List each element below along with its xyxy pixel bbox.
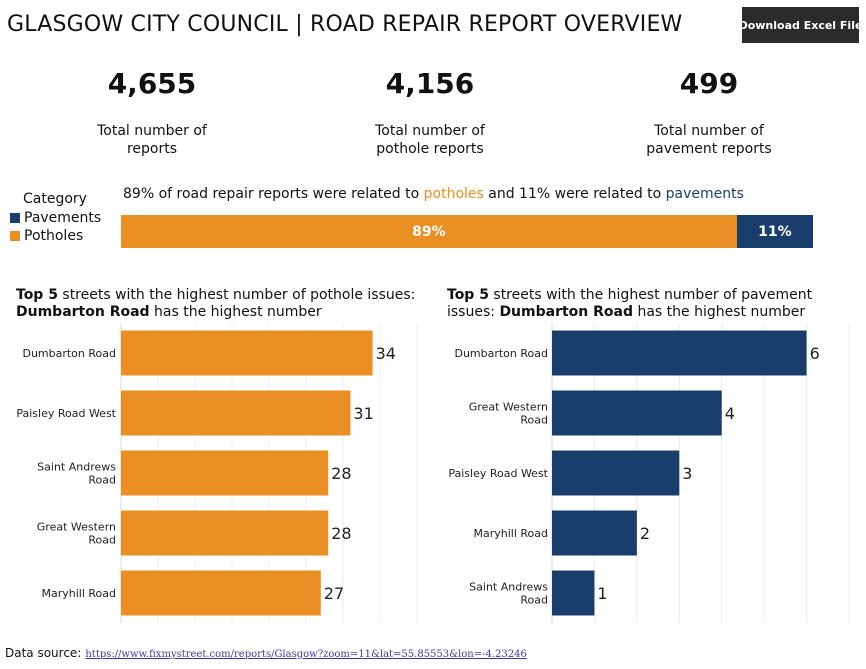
potholes-segment[interactable]: 89% [121, 215, 737, 248]
pothole-bar [121, 450, 329, 496]
pothole-bar [121, 570, 321, 616]
pothole-value-label: 31 [353, 404, 373, 423]
pothole-bar [121, 390, 351, 436]
pothole-title-rest1: streets with the highest number of potho… [57, 287, 416, 303]
download-excel-button[interactable]: Download Excel File [739, 7, 862, 43]
pothole-chart-title: Top 5 streets with the highest number of… [16, 287, 436, 321]
pavement-title-rest2: has the highest number [633, 304, 806, 320]
pothole-bar-chart: Dumbarton Road 34 Paisley Road West 31 Saint… [16, 323, 418, 623]
pothole-value-label: 34 [376, 344, 396, 363]
pavement-category-label: Dumbarton Road [454, 347, 548, 360]
pavement-bar [552, 330, 807, 376]
pavement-chart-title: Top 5 streets with the highest number of… [447, 287, 857, 321]
pavement-category-label: Great Western Road [469, 401, 548, 427]
pavement-title-bold2: Dumbarton Road [499, 304, 634, 320]
legend-label-potholes: Potholes [24, 228, 84, 244]
pavement-category-label: Saint Andrews Road [469, 581, 548, 607]
pavement-value-label: 1 [597, 584, 607, 603]
pothole-category-label: Dumbarton Road [22, 347, 116, 360]
pavement-category-label: Maryhill Road [473, 527, 548, 540]
pavement-title-rest1: streets with the highest number of pavem… [488, 287, 813, 303]
pavement-bar [552, 390, 722, 436]
kpi-pothole-reports-label: Total number of pothole reports [375, 123, 485, 157]
pavement-category-label: Paisley Road West [448, 467, 548, 480]
summary-potholes-word: potholes [423, 186, 484, 202]
pavement-bar-chart: Dumbarton Road 6 Great Western Road 4 Paisley… [448, 323, 850, 623]
pothole-value-label: 27 [324, 584, 344, 603]
pothole-bar [121, 510, 329, 556]
pothole-bar [121, 330, 373, 376]
pothole-category-label: Saint Andrews Road [37, 461, 116, 487]
legend-item-potholes[interactable]: Potholes [10, 228, 83, 244]
kpi-total-reports-value: 4,655 [107, 67, 197, 100]
pavement-title-bold1: Top 5 [447, 287, 489, 303]
pavements-segment[interactable]: 11% [736, 215, 813, 248]
legend-item-pavements[interactable]: Pavements [10, 210, 101, 226]
pavement-value-label: 6 [810, 344, 820, 363]
data-source-link[interactable]: https://www.fixmystreet.com/reports/Glas… [85, 649, 527, 660]
pothole-category-label: Great Western Road [37, 521, 116, 547]
pavement-title-rest1b: issues: [447, 304, 500, 320]
data-source-label: Data source: [5, 646, 82, 660]
pavement-bar [552, 510, 637, 556]
pothole-category-label: Paisley Road West [16, 407, 116, 420]
kpi-pavement-reports: 499 Total number of pavement reports [609, 70, 809, 158]
potholes-swatch [10, 231, 20, 241]
summary-text: 89% of road repair reports were related … [123, 186, 744, 202]
pothole-category-label: Maryhill Road [41, 587, 116, 600]
kpi-total-reports: 4,655 Total number of reports [52, 70, 252, 158]
pavement-bar [552, 570, 595, 616]
pothole-value-label: 28 [331, 464, 351, 483]
pavement-value-label: 4 [725, 404, 735, 423]
category-split-bar: 89% 11% [121, 215, 813, 248]
pothole-value-label: 28 [331, 524, 351, 543]
pavement-value-label: 2 [640, 524, 650, 543]
page-title: GLASGOW CITY COUNCIL | ROAD REPAIR REPOR… [7, 12, 683, 37]
pothole-title-bold2: Dumbarton Road [16, 304, 150, 320]
pavement-bar [552, 450, 680, 496]
pavement-value-label: 3 [682, 464, 692, 483]
summary-pavements-word: pavements [665, 186, 744, 202]
kpi-pavement-reports-label: Total number of pavement reports [646, 123, 772, 157]
kpi-pothole-reports: 4,156 Total number of pothole reports [330, 70, 530, 158]
summary-prefix: 89% of road repair reports were related … [123, 186, 424, 202]
legend-title: Category [23, 191, 87, 207]
kpi-pothole-reports-value: 4,156 [385, 67, 475, 100]
pothole-title-bold1: Top 5 [16, 287, 58, 303]
kpi-total-reports-label: Total number of reports [97, 123, 207, 157]
kpi-pavement-reports-value: 499 [679, 67, 739, 100]
data-source: Data source: https://www.fixmystreet.com/… [5, 646, 527, 660]
pavements-swatch [10, 213, 20, 223]
pothole-title-rest2: has the highest number [149, 304, 322, 320]
legend-label-pavements: Pavements [24, 210, 102, 226]
summary-middle: and 11% were related to [483, 186, 666, 202]
